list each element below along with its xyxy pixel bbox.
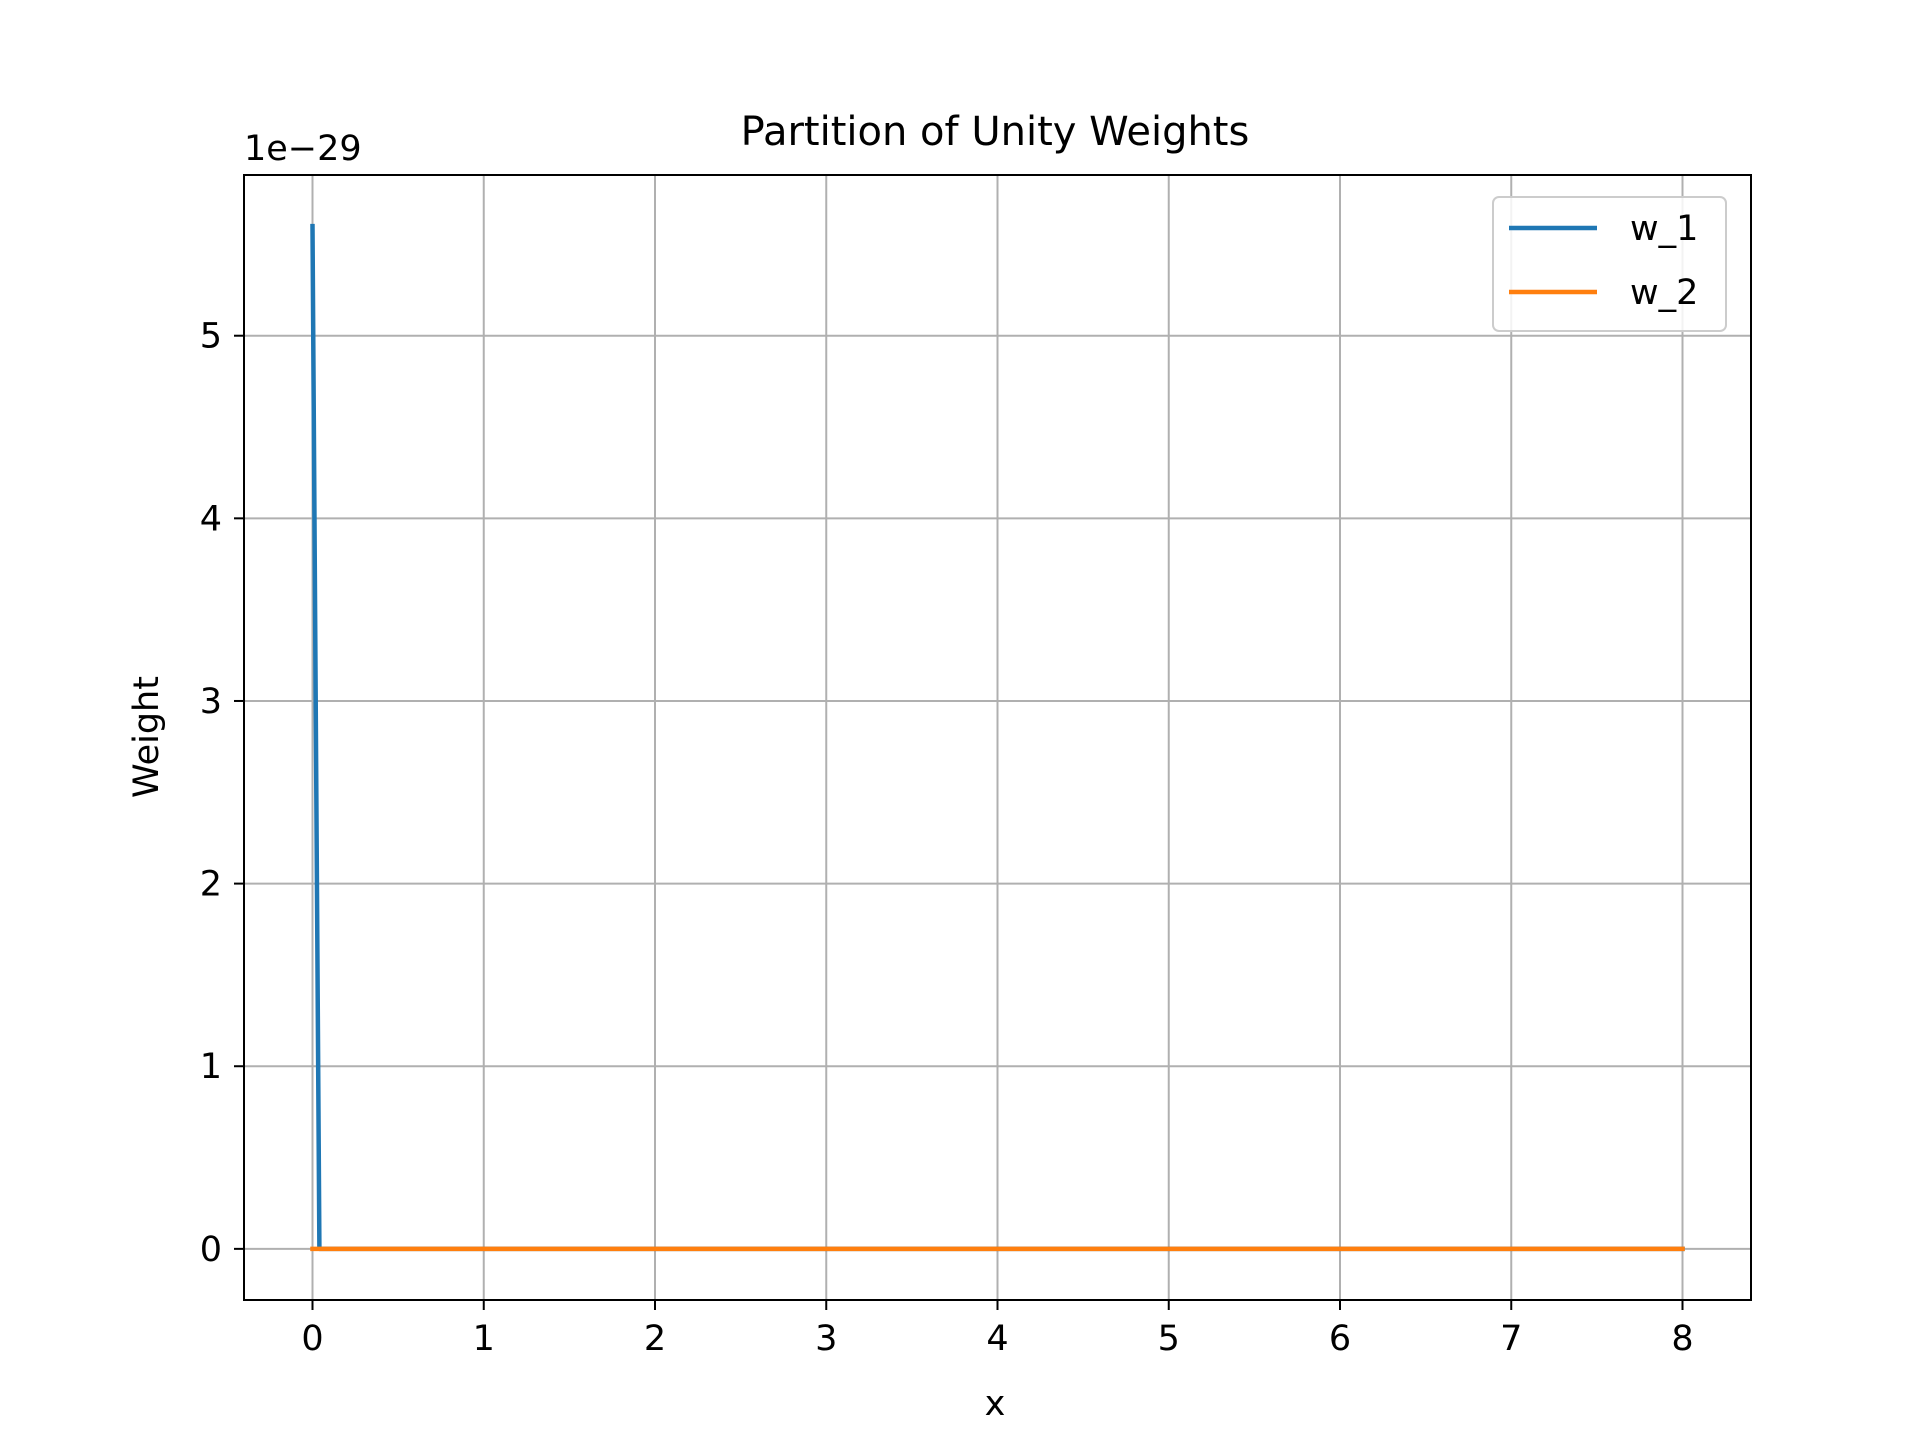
- y-offset-label: 1e−29: [244, 129, 362, 169]
- x-axis-label: x: [985, 1384, 1006, 1424]
- x-tick-label: 4: [986, 1319, 1008, 1359]
- y-tick-label: 2: [200, 865, 222, 905]
- x-tick-label: 7: [1500, 1319, 1522, 1359]
- x-tick-label: 3: [815, 1319, 837, 1359]
- y-tick-label: 1: [200, 1047, 222, 1087]
- chart-title: Partition of Unity Weights: [741, 109, 1250, 155]
- legend-label-w_2: w_2: [1630, 273, 1698, 313]
- legend-box: [1492, 196, 1727, 332]
- y-axis-label: Weight: [127, 676, 167, 798]
- legend: w_1 w_2: [1492, 196, 1727, 332]
- x-tick-label: 0: [301, 1319, 323, 1359]
- y-tick-label: 4: [200, 499, 222, 539]
- axis-ticks: 0 1 2 3 4 5 6 7 8 0 1 2 3 4 5: [200, 317, 1694, 1359]
- x-tick-label: 6: [1329, 1319, 1351, 1359]
- legend-label-w_1: w_1: [1630, 209, 1698, 249]
- y-tick-label: 5: [200, 317, 222, 357]
- y-tick-label: 3: [200, 682, 222, 722]
- x-tick-label: 8: [1671, 1319, 1693, 1359]
- x-tick-label: 2: [644, 1319, 666, 1359]
- series-lines: [310, 223, 1685, 1252]
- x-tick-label: 1: [473, 1319, 495, 1359]
- x-tick-label: 5: [1158, 1319, 1180, 1359]
- y-tick-label: 0: [200, 1230, 222, 1270]
